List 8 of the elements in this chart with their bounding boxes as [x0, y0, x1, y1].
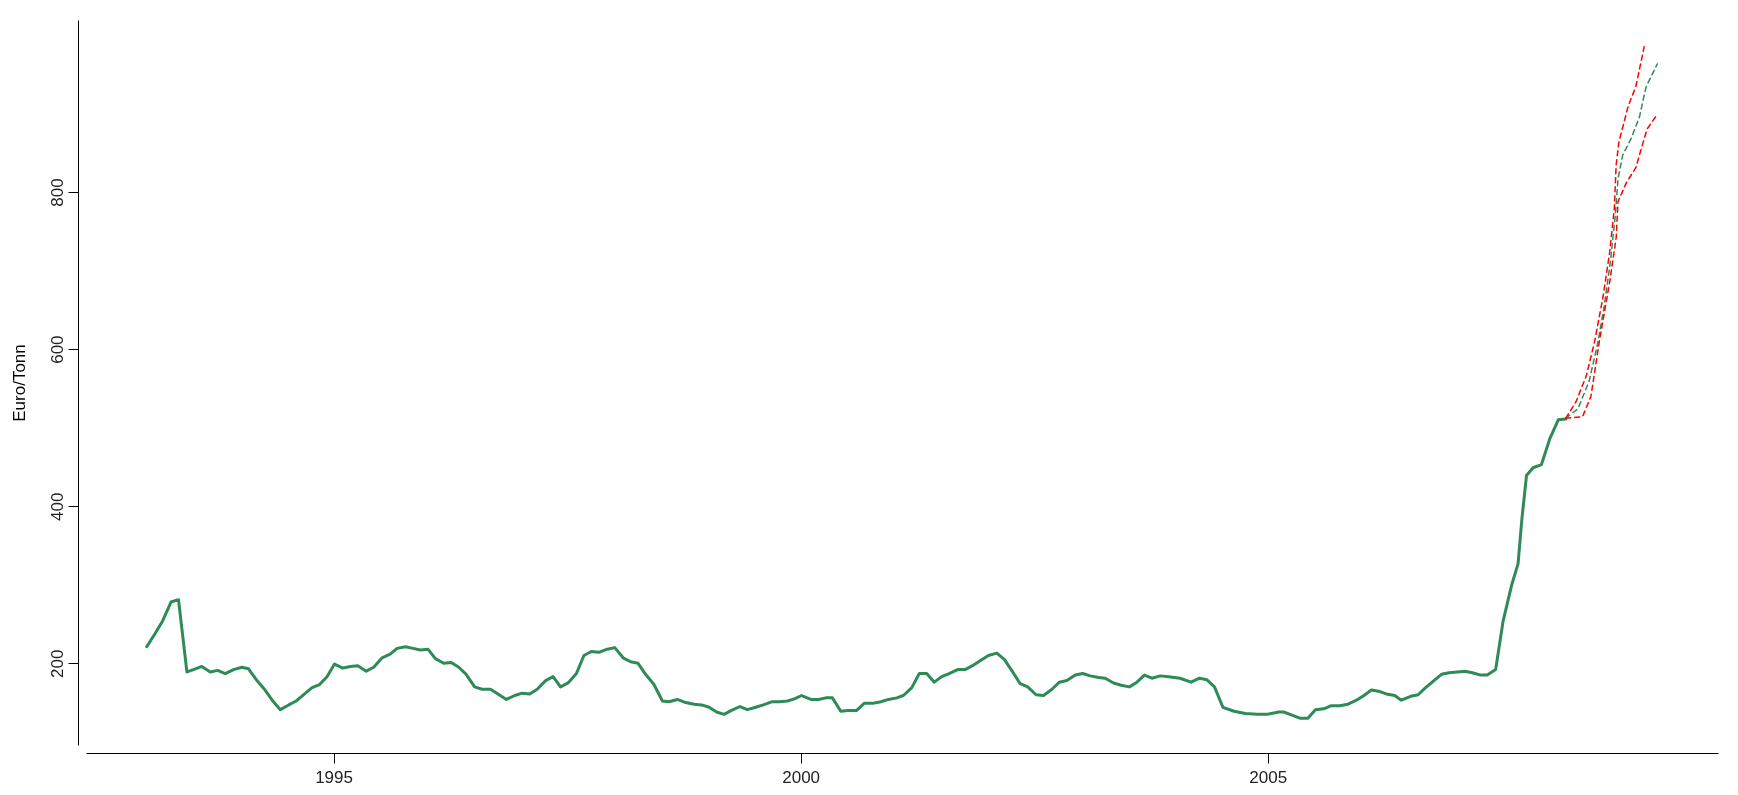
- x-tick-label: 2000: [782, 767, 821, 787]
- y-axis-title: Euro/Tonn: [9, 344, 29, 422]
- y-tick-label: 400: [47, 492, 67, 521]
- x-tick-label: 2005: [1249, 767, 1288, 787]
- y-tick-label: 200: [47, 649, 67, 678]
- x-tick-label: 1995: [315, 767, 353, 787]
- y-tick-label: 600: [47, 335, 67, 364]
- y-tick-label: 800: [47, 178, 67, 207]
